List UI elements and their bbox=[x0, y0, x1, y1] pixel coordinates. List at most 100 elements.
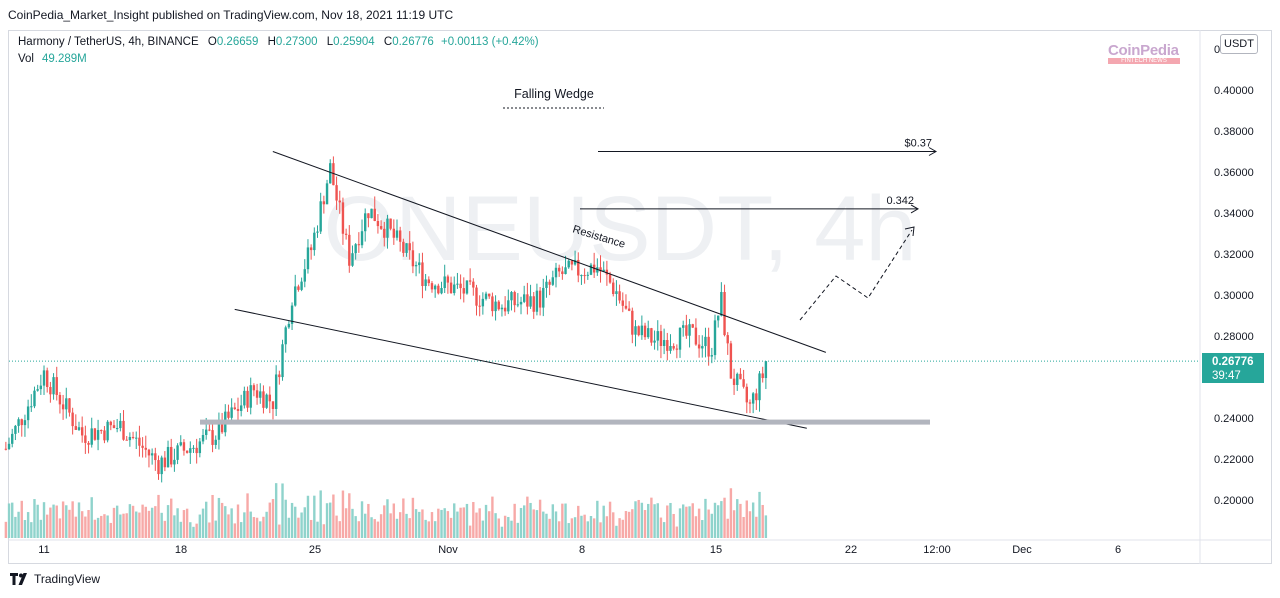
candles bbox=[4, 156, 768, 483]
volume-bar bbox=[751, 502, 755, 538]
candle-body bbox=[402, 241, 405, 253]
candle-body bbox=[252, 385, 256, 391]
volume-bar bbox=[570, 518, 574, 538]
tradingview-logo-icon bbox=[10, 573, 27, 585]
candle-body bbox=[103, 430, 106, 441]
volume-bar bbox=[586, 521, 589, 538]
coinpedia-logo: CoinPedia FINTECH NEWS bbox=[1108, 42, 1188, 68]
volume-bar bbox=[163, 520, 167, 538]
candle-body bbox=[519, 301, 523, 305]
y-tick-label: 0.28000 bbox=[1214, 331, 1254, 343]
candle-body bbox=[185, 450, 189, 453]
volume-bar bbox=[46, 514, 49, 538]
x-tick-label: 6 bbox=[1115, 544, 1121, 556]
high-label: H bbox=[267, 36, 276, 48]
volume-bar bbox=[653, 504, 656, 538]
volume-bar bbox=[580, 515, 583, 538]
volume-bar bbox=[33, 499, 36, 538]
volume-bar bbox=[357, 521, 361, 538]
volume-bar bbox=[545, 513, 548, 538]
chart-frame bbox=[8, 30, 1272, 564]
volume-bar bbox=[682, 504, 685, 538]
volume-bar bbox=[309, 519, 313, 538]
candle-body bbox=[23, 420, 27, 426]
candle-body bbox=[313, 232, 316, 251]
volume-bar bbox=[615, 525, 618, 538]
candle-body bbox=[659, 331, 663, 346]
candle-body bbox=[154, 453, 157, 461]
last-price-value: 0.26776 bbox=[1212, 356, 1254, 368]
volume-bar bbox=[605, 516, 609, 538]
volume-bar bbox=[351, 508, 354, 538]
candle-body bbox=[33, 390, 36, 407]
candle-body bbox=[446, 276, 450, 283]
volume-bar bbox=[77, 502, 81, 538]
volume-bar bbox=[109, 522, 112, 538]
x-tick-label: 25 bbox=[309, 544, 321, 556]
volume-bar bbox=[551, 504, 555, 538]
volume-bar bbox=[281, 483, 284, 538]
volume-bar bbox=[634, 501, 637, 538]
volume-bar bbox=[573, 517, 577, 538]
candle-body bbox=[583, 275, 586, 277]
pattern-label: Falling Wedge bbox=[514, 87, 594, 101]
volume-bar bbox=[182, 510, 186, 538]
candle-body bbox=[157, 460, 160, 475]
candle-body bbox=[351, 253, 354, 266]
volume-bar bbox=[507, 516, 510, 538]
candle-body bbox=[688, 324, 691, 336]
candle-body bbox=[96, 430, 100, 440]
y-tick-label: 0.24000 bbox=[1214, 413, 1254, 425]
volume-bar bbox=[742, 516, 745, 538]
candle-body bbox=[551, 277, 555, 285]
volume-bar bbox=[542, 511, 545, 538]
volume-bar bbox=[185, 508, 189, 538]
volume-bar bbox=[325, 503, 329, 538]
candle-body bbox=[392, 228, 396, 238]
candle-body bbox=[672, 346, 675, 349]
candle-body bbox=[612, 282, 615, 295]
candle-body bbox=[437, 285, 440, 294]
candle-body bbox=[262, 391, 265, 408]
volume-bar bbox=[577, 505, 580, 538]
candle-body bbox=[259, 391, 262, 398]
volume-bar bbox=[173, 515, 176, 538]
candle-body bbox=[523, 294, 526, 302]
y-tick-label: 0.20000 bbox=[1214, 495, 1254, 507]
volume-bar bbox=[11, 502, 14, 538]
candle-body bbox=[205, 429, 208, 436]
volume-bar bbox=[583, 514, 586, 538]
candle-body bbox=[42, 370, 46, 386]
volume-bar bbox=[484, 504, 488, 538]
candle-body bbox=[554, 267, 558, 278]
resistance-trendline bbox=[272, 151, 827, 353]
candle-body bbox=[643, 325, 647, 338]
candle-body bbox=[11, 433, 14, 444]
volume-bar bbox=[675, 526, 679, 538]
candle-body bbox=[701, 346, 704, 349]
volume-bar bbox=[602, 505, 605, 538]
volume-bar bbox=[449, 517, 453, 538]
volume-bar bbox=[481, 520, 485, 538]
currency-button[interactable]: USDT bbox=[1220, 34, 1258, 54]
volume-bar bbox=[755, 516, 758, 538]
volume-bar bbox=[243, 512, 246, 538]
candle-body bbox=[376, 220, 380, 227]
volume-bar bbox=[259, 521, 262, 538]
candle-body bbox=[4, 448, 8, 450]
candle-body bbox=[745, 386, 748, 403]
candle-body bbox=[170, 446, 173, 465]
volume-bar bbox=[271, 499, 275, 538]
candle-body bbox=[192, 447, 195, 449]
candle-body bbox=[542, 287, 545, 308]
volume-bar bbox=[354, 516, 357, 538]
footer-brand[interactable]: TradingView bbox=[10, 572, 100, 586]
candle-body bbox=[739, 373, 742, 380]
x-tick-label: 15 bbox=[710, 544, 722, 556]
candle-body bbox=[545, 281, 548, 288]
volume-bar bbox=[736, 499, 739, 538]
candle-body bbox=[418, 262, 421, 266]
candle-body bbox=[65, 398, 68, 410]
candle-body bbox=[494, 301, 497, 312]
